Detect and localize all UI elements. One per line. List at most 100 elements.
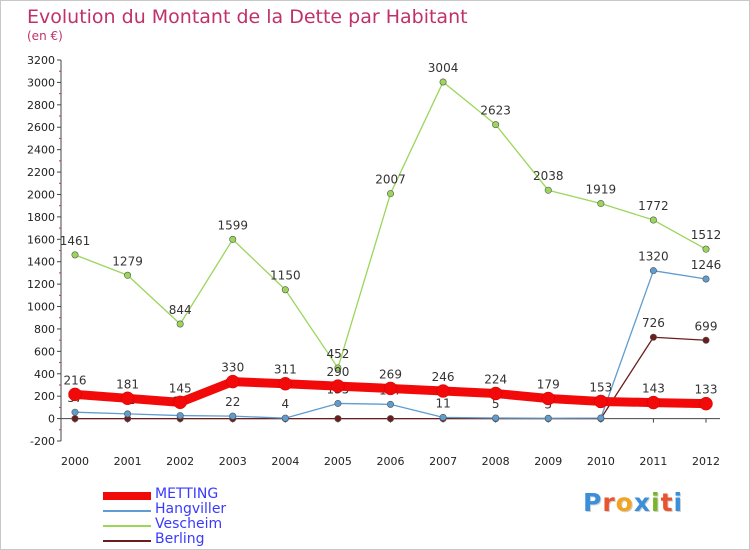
data-label-metting: 143 bbox=[642, 382, 665, 396]
legend-label: METTING bbox=[155, 486, 219, 502]
data-label-metting: 330 bbox=[221, 361, 244, 375]
chart-title: Evolution du Montant de la Dette par Hab… bbox=[27, 6, 468, 28]
y-tick-label: 400 bbox=[34, 368, 55, 381]
x-tick-label: 2004 bbox=[271, 455, 299, 468]
y-tick-label: 800 bbox=[34, 323, 55, 336]
y-tick-label: 2200 bbox=[27, 166, 55, 179]
y-tick-label: 3200 bbox=[27, 54, 55, 67]
y-tick-label: 3000 bbox=[27, 76, 55, 89]
data-point-berling bbox=[386, 415, 394, 423]
legend-label: Berling bbox=[155, 531, 205, 547]
logo-letter: x bbox=[633, 488, 651, 517]
data-label-hangviller: 1246 bbox=[691, 258, 722, 272]
data-point-vescheim bbox=[492, 121, 500, 129]
x-tick-label: 2001 bbox=[114, 455, 142, 468]
data-label-vescheim: 2007 bbox=[375, 173, 406, 187]
data-label-vescheim: 1461 bbox=[60, 234, 91, 248]
data-point-hangviller bbox=[71, 408, 79, 416]
y-tick-label: 1000 bbox=[27, 301, 55, 314]
data-point-vescheim bbox=[229, 235, 237, 243]
data-label-vescheim: 1512 bbox=[691, 228, 722, 242]
data-point-metting bbox=[436, 384, 450, 398]
data-point-metting bbox=[594, 394, 608, 409]
legend-swatch bbox=[103, 510, 151, 512]
logo-letter: i bbox=[673, 488, 684, 517]
y-tick-label: 2400 bbox=[27, 144, 55, 157]
data-label-metting: 181 bbox=[116, 377, 139, 391]
data-point-hangviller bbox=[281, 414, 289, 422]
data-point-hangviller bbox=[229, 412, 237, 420]
data-label-vescheim: 3004 bbox=[428, 61, 459, 75]
data-point-hangviller bbox=[649, 267, 657, 275]
data-point-metting bbox=[646, 395, 661, 410]
y-tick-label: 1200 bbox=[27, 278, 55, 291]
data-label-metting: 246 bbox=[432, 370, 455, 384]
x-tick-label: 2007 bbox=[429, 455, 457, 468]
data-point-berling bbox=[649, 333, 657, 341]
data-point-metting bbox=[278, 376, 293, 391]
chart-subtitle: (en €) bbox=[27, 29, 63, 43]
data-point-metting bbox=[173, 395, 187, 410]
data-point-hangviller bbox=[439, 413, 447, 421]
x-tick-label: 2009 bbox=[534, 455, 562, 468]
data-point-berling bbox=[334, 415, 342, 423]
data-label-metting: 133 bbox=[695, 383, 718, 397]
data-label-metting: 153 bbox=[589, 380, 612, 394]
series-line-vescheim bbox=[74, 81, 707, 369]
data-point-vescheim bbox=[281, 286, 289, 294]
data-point-berling bbox=[71, 415, 79, 423]
data-label-hangviller: 22 bbox=[225, 395, 240, 409]
data-point-metting bbox=[120, 391, 135, 406]
y-tick-label: 200 bbox=[34, 390, 55, 403]
data-point-vescheim bbox=[71, 251, 79, 259]
data-point-vescheim bbox=[597, 200, 605, 208]
data-point-vescheim bbox=[176, 320, 184, 328]
data-point-metting bbox=[541, 391, 555, 406]
x-tick-label: 2000 bbox=[61, 455, 89, 468]
data-point-hangviller bbox=[544, 414, 552, 422]
data-label-vescheim: 1150 bbox=[270, 269, 301, 283]
data-label-vescheim: 452 bbox=[326, 347, 349, 361]
data-point-vescheim bbox=[544, 186, 552, 194]
data-label-vescheim: 2038 bbox=[533, 169, 564, 183]
y-tick-label: 2600 bbox=[27, 121, 55, 134]
x-tick-label: 2008 bbox=[482, 455, 510, 468]
data-label-hangviller: 5 bbox=[492, 397, 500, 411]
y-tick-label: 0 bbox=[48, 413, 55, 426]
y-tick-label: 1400 bbox=[27, 256, 55, 269]
data-label-metting: 290 bbox=[326, 365, 349, 379]
data-label-vescheim: 844 bbox=[169, 303, 192, 317]
logo-letter: i bbox=[651, 488, 661, 517]
data-point-metting bbox=[699, 396, 713, 411]
data-point-metting bbox=[488, 386, 503, 401]
data-label-vescheim: 1279 bbox=[112, 254, 143, 268]
logo-letter: o bbox=[615, 488, 634, 517]
data-point-hangviller bbox=[334, 399, 342, 407]
y-tick-label: 600 bbox=[34, 345, 55, 358]
data-label-metting: 224 bbox=[484, 372, 507, 386]
data-label-berling: 699 bbox=[695, 319, 718, 333]
data-point-hangviller bbox=[492, 414, 500, 422]
data-point-vescheim bbox=[649, 216, 657, 224]
data-label-vescheim: 1919 bbox=[586, 183, 617, 197]
data-point-metting bbox=[68, 387, 82, 402]
x-tick-label: 2002 bbox=[166, 455, 194, 468]
data-label-vescheim: 1772 bbox=[638, 199, 669, 213]
data-point-metting bbox=[331, 379, 345, 393]
y-tick-label: 1800 bbox=[27, 211, 55, 224]
y-tick-label: 1600 bbox=[27, 233, 55, 246]
data-point-vescheim bbox=[439, 78, 447, 86]
data-label-berling: 726 bbox=[642, 316, 665, 330]
data-point-hangviller bbox=[124, 410, 132, 418]
legend-swatch bbox=[103, 540, 151, 542]
data-point-vescheim bbox=[386, 190, 394, 198]
data-point-berling bbox=[702, 336, 710, 344]
x-tick-label: 2005 bbox=[324, 455, 352, 468]
data-point-vescheim bbox=[124, 271, 132, 279]
data-label-hangviller: 11 bbox=[435, 396, 450, 410]
x-tick-label: 2006 bbox=[377, 455, 405, 468]
legend-label: Hangviller bbox=[155, 501, 227, 517]
x-tick-label: 2012 bbox=[692, 455, 720, 468]
legend-swatch bbox=[103, 492, 151, 500]
